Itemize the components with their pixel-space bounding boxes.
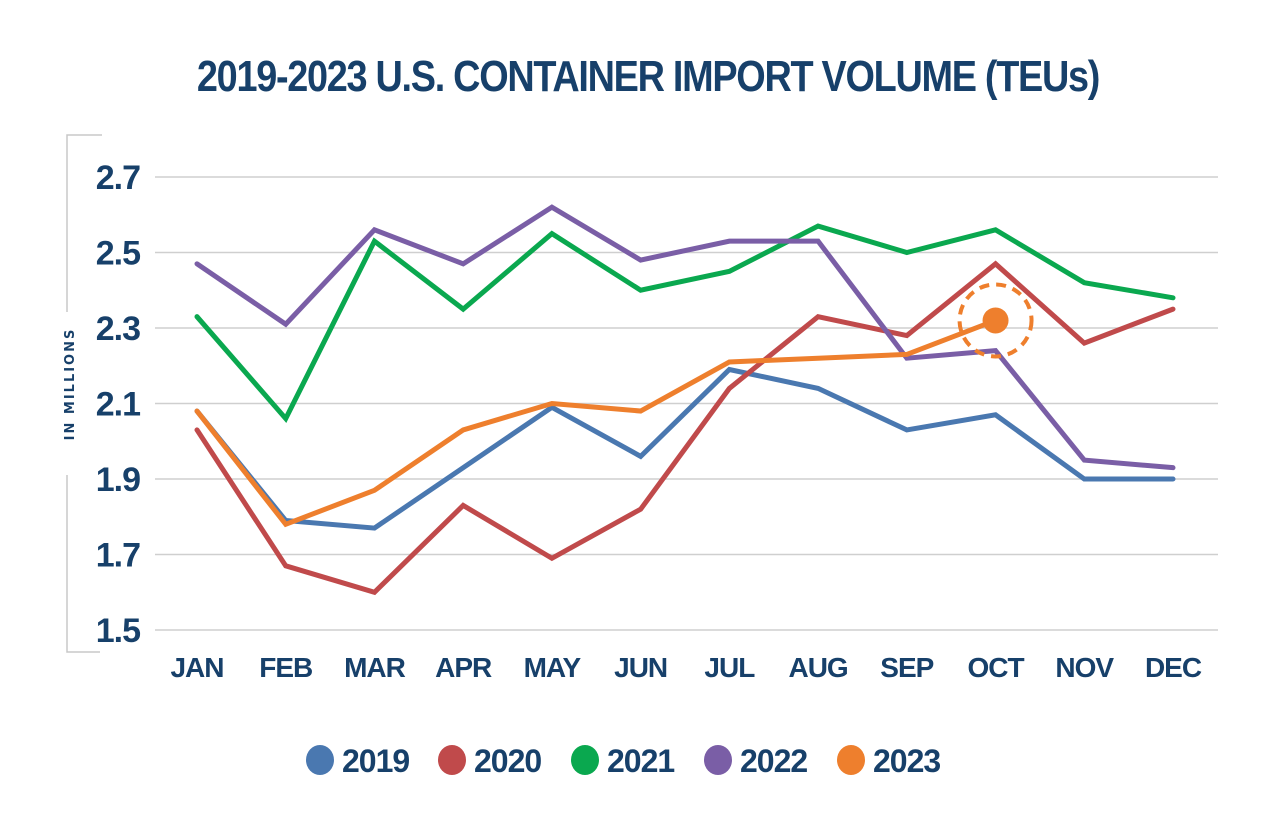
y-tick-label: 1.7	[96, 537, 140, 575]
legend: 2019 2020 2021 2022 2023	[306, 743, 941, 779]
y-tick-label: 2.7	[96, 159, 140, 197]
x-tick-label: APR	[435, 652, 492, 683]
series-line-2019	[194, 366, 1176, 531]
x-tick-label: JAN	[170, 652, 223, 683]
series-line-2021	[194, 223, 1176, 424]
legend-label: 2023	[873, 743, 940, 779]
x-tick-label: OCT	[967, 652, 1024, 683]
x-tick-label: MAR	[344, 652, 406, 683]
y-tick-label: 1.5	[96, 612, 140, 650]
x-tick-label: NOV	[1055, 652, 1114, 683]
legend-swatch	[571, 745, 599, 775]
annotations	[957, 282, 1034, 359]
highlight-point	[982, 307, 1009, 334]
chart-title: 2019-2023 U.S. CONTAINER IMPORT VOLUME (…	[196, 52, 1100, 101]
x-tick-label: SEP	[880, 652, 933, 683]
legend-swatch	[306, 745, 334, 775]
y-tick-label: 2.5	[96, 235, 140, 273]
legend-label: 2022	[740, 743, 807, 779]
y-axis-label: IN MILLIONS	[63, 328, 78, 441]
legend-label: 2020	[474, 743, 541, 779]
x-tick-label: FEB	[259, 652, 312, 683]
legend-item-2022: 2022	[704, 743, 808, 779]
x-tick-label: AUG	[788, 652, 847, 683]
legend-swatch	[837, 745, 865, 775]
y-tick-label: 1.9	[96, 461, 140, 499]
legend-label: 2019	[342, 743, 409, 779]
series-line-2022	[194, 204, 1176, 471]
legend-swatch	[438, 745, 466, 775]
series-line-2020	[194, 260, 1176, 596]
y-tick-label: 2.3	[96, 310, 140, 348]
legend-label: 2021	[607, 743, 674, 779]
legend-item-2020: 2020	[438, 743, 542, 779]
legend-item-2021: 2021	[571, 743, 675, 779]
y-tick-label: 2.1	[96, 386, 140, 424]
y-axis-bracket	[66, 134, 102, 653]
x-tick-labels: JAN FEB MAR APR MAY JUN JUL AUG SEP OCT NOV DEC	[170, 652, 1202, 683]
x-tick-label: JUL	[704, 652, 755, 683]
y-tick-labels: 2.7 2.5 2.3 2.1 1.9 1.7 1.5	[96, 159, 141, 650]
highlight-ring	[957, 282, 1034, 359]
series-line-2023	[194, 317, 999, 528]
gridlines	[155, 176, 1218, 631]
series-lines	[194, 204, 1176, 596]
legend-item-2019: 2019	[306, 743, 410, 779]
legend-item-2023: 2023	[837, 743, 941, 779]
x-tick-label: DEC	[1145, 652, 1202, 683]
x-tick-label: JUN	[614, 652, 667, 683]
legend-swatch	[704, 745, 732, 775]
x-tick-label: MAY	[524, 652, 582, 683]
